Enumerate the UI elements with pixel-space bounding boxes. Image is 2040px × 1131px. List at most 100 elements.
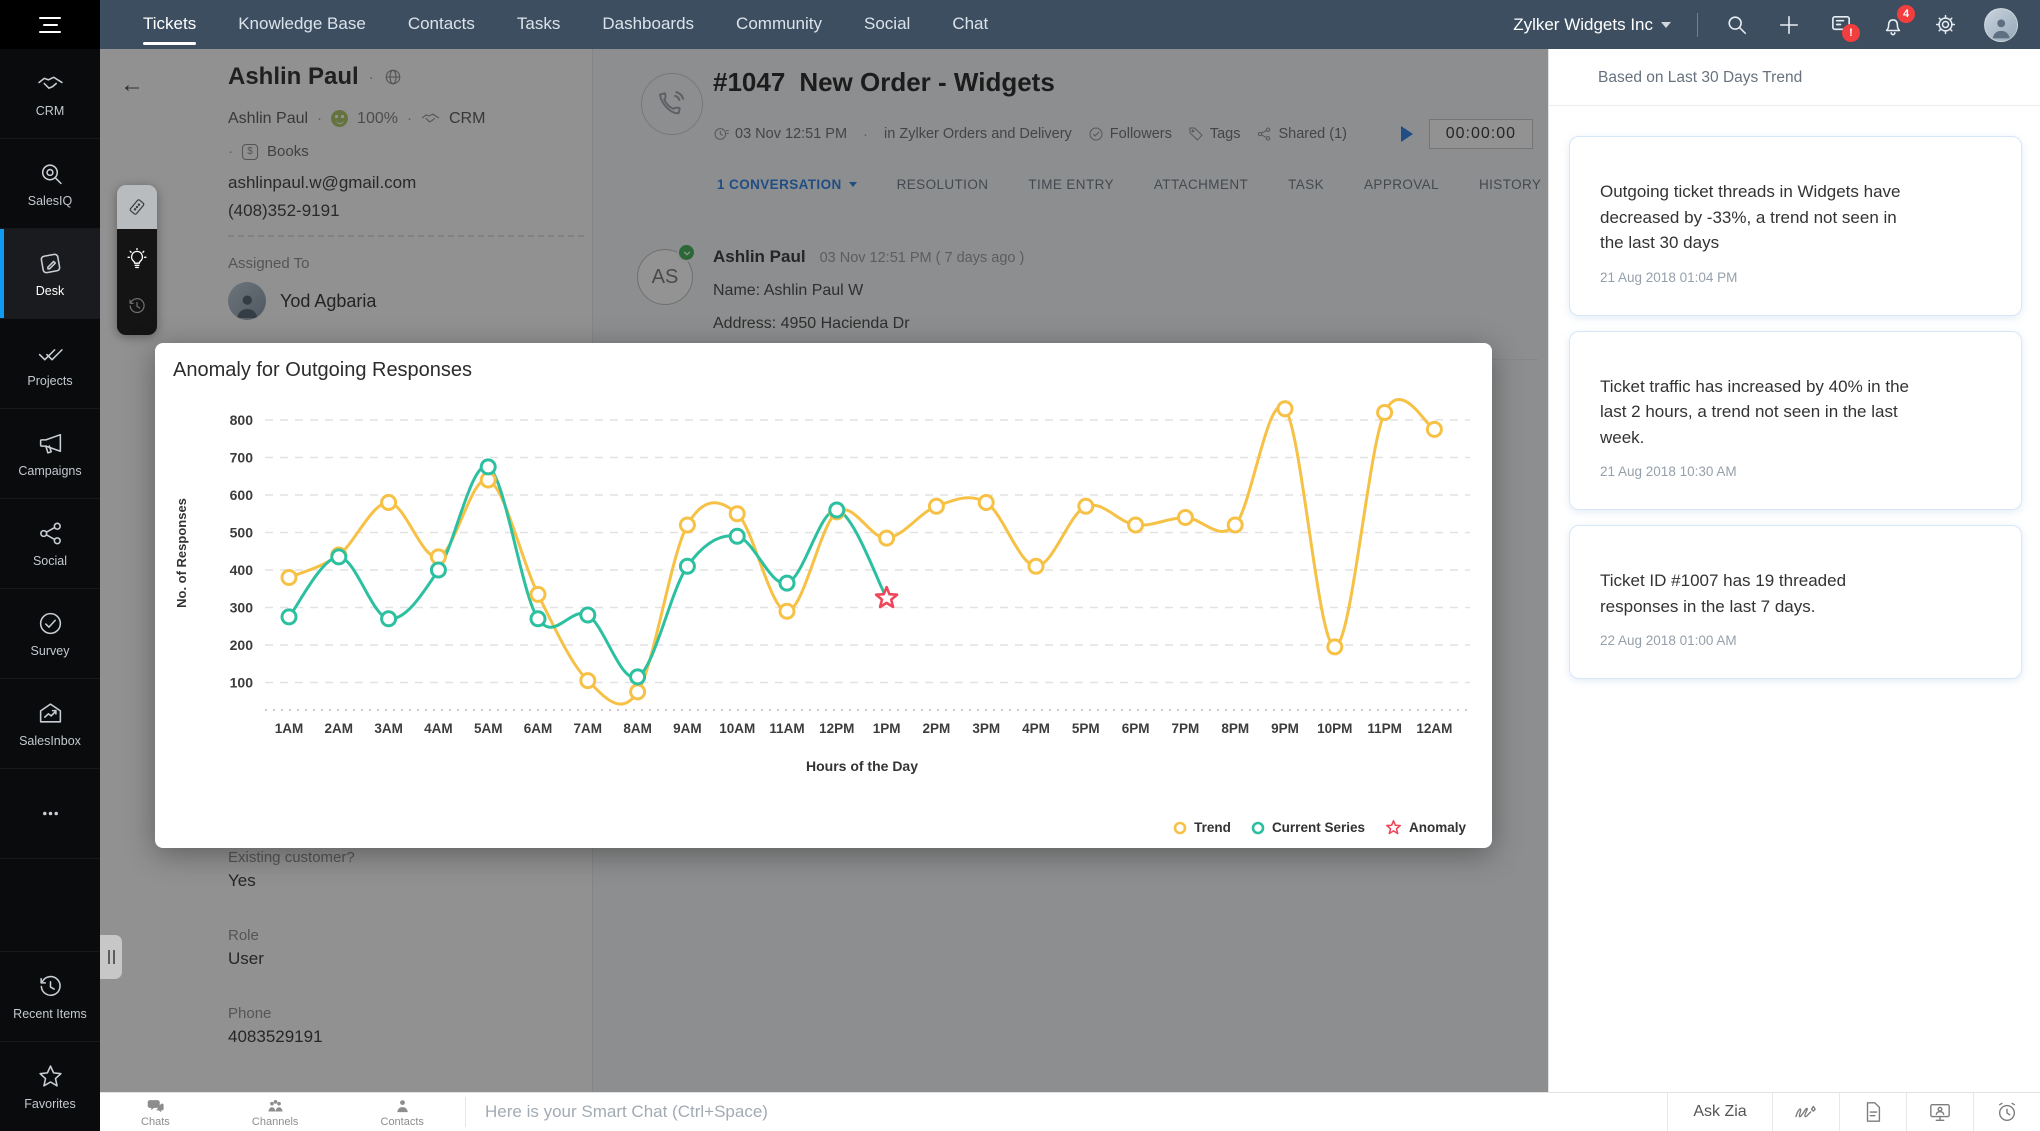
zia-sketch-button[interactable] (1772, 1093, 1839, 1131)
sidebar-item-survey[interactable]: Survey (0, 589, 100, 679)
svg-text:4PM: 4PM (1022, 721, 1050, 736)
panel-collapse-handle[interactable] (100, 935, 122, 979)
tab-attachment[interactable]: ATTACHMENT (1153, 177, 1249, 192)
ticket-peek-button[interactable] (117, 185, 157, 229)
history-icon (129, 297, 145, 313)
timer-play-button[interactable] (1400, 126, 1413, 142)
tab-time-entry[interactable]: TIME ENTRY (1028, 177, 1114, 192)
tab-history[interactable]: HISTORY (1479, 177, 1542, 192)
chat-shortcuts: Chats Channels Contacts (100, 1093, 465, 1131)
ticket-tabs: 1 CONVERSATION RESOLUTION TIME ENTRY ATTACH… (717, 177, 1598, 192)
ticket-queue[interactable]: in Zylker Orders and Delivery (884, 126, 1072, 142)
nav-item-tickets[interactable]: Tickets (122, 0, 217, 49)
sidebar-item-projects[interactable]: Projects (0, 319, 100, 409)
sidebar-item-social[interactable]: Social (0, 499, 100, 589)
svg-text:Hours of the Day: Hours of the Day (806, 758, 918, 774)
ticket-timer[interactable]: 00:00:00 (1428, 119, 1533, 149)
zia-history-button[interactable] (117, 282, 157, 329)
nav-item-contacts[interactable]: Contacts (407, 14, 475, 33)
tab-resolution[interactable]: RESOLUTION (896, 177, 989, 192)
tags-button[interactable]: Tags (1188, 126, 1240, 142)
org-name: Zylker Widgets Inc (1513, 14, 1653, 34)
card-timestamp: 21 Aug 2018 01:04 PM (1600, 269, 1738, 285)
nav-item-knowledge-base[interactable]: Knowledge Base (238, 14, 366, 33)
incoming-badge-icon (677, 243, 696, 262)
reminder-button[interactable] (1973, 1093, 2040, 1131)
notifications-button[interactable]: 4 (1880, 4, 1915, 38)
remote-assist-button[interactable] (1906, 1093, 1973, 1131)
nav-item-dashboards[interactable]: Dashboards (602, 14, 695, 33)
document-button[interactable] (1839, 1093, 1906, 1131)
bar-item-label: Contacts (380, 1116, 424, 1128)
followers-button[interactable]: Followers (1088, 126, 1172, 142)
nav-item-tasks[interactable]: Tasks (516, 14, 561, 33)
ask-zia-button[interactable]: Ask Zia (1667, 1093, 1772, 1131)
feedback-button[interactable]: ! (1828, 12, 1860, 42)
crm-link[interactable]: CRM (448, 109, 486, 127)
zia-insight-card-3[interactable]: Ticket ID #1007 has 19 threaded response… (1569, 525, 2022, 679)
chevron-down-icon (1661, 21, 1671, 28)
app-menu-button[interactable] (0, 0, 100, 49)
contact-subname[interactable]: Ashlin Paul (228, 109, 309, 127)
top-nav: Tickets Knowledge Base Contacts Tasks Dashbo… (0, 0, 2040, 49)
tag-icon (1189, 127, 1203, 141)
sidebar-item-label: Social (32, 553, 68, 568)
conversation-timestamp: 03 Nov 12:51 PM ( 7 days ago ) (819, 250, 1025, 266)
contacts-button[interactable]: Contacts (381, 1096, 424, 1128)
sidebar-item-label: SalesIQ (27, 193, 73, 208)
sidebar-item-favorites[interactable]: Favorites (0, 1041, 100, 1131)
channels-button[interactable]: Channels (252, 1096, 298, 1128)
nav-item-social[interactable]: Social (864, 14, 911, 33)
sidebar-item-salesinbox[interactable]: SalesInbox (0, 679, 100, 769)
back-button[interactable]: ← (120, 71, 144, 98)
contact-phone[interactable]: (408)352-9191 (228, 201, 340, 220)
legend-current-series[interactable]: Current Series (1251, 820, 1365, 835)
sidebar-item-salesiq[interactable]: SalesIQ (0, 139, 100, 229)
zia-insight-card-1[interactable]: Outgoing ticket threads in Widgets have … (1569, 136, 2022, 316)
zia-insights-button[interactable] (117, 235, 157, 282)
legend-trend[interactable]: Trend (1173, 820, 1231, 835)
books-link[interactable]: Books (267, 143, 309, 160)
svg-text:9AM: 9AM (673, 721, 702, 736)
anomaly-chart-modal: Anomaly for Outgoing Responses 800 700 600… (155, 343, 1492, 848)
sidebar-item-label: CRM (35, 103, 65, 118)
svg-text:1AM: 1AM (275, 721, 304, 736)
svg-text:11PM: 11PM (1367, 721, 1402, 736)
phone-icon (659, 91, 685, 115)
sidebar-item-campaigns[interactable]: Campaigns (0, 409, 100, 499)
tab-approval[interactable]: APPROVAL (1364, 177, 1439, 192)
legend-star-icon (1385, 819, 1401, 835)
sidebar-item-crm[interactable]: CRM (0, 49, 100, 139)
sidebar-item-more[interactable] (0, 769, 100, 859)
zia-insight-card-2[interactable]: Ticket traffic has increased by 40% in t… (1569, 330, 2022, 510)
settings-button[interactable] (1932, 12, 1958, 38)
sidebar-item-desk[interactable]: Desk (0, 229, 100, 319)
nav-item-chat[interactable]: Chat (952, 14, 989, 33)
sidebar-item-label: Favorites (24, 1096, 76, 1111)
nav-item-community[interactable]: Community (736, 14, 823, 33)
projects-icon (38, 348, 63, 361)
dashed-divider (228, 235, 584, 237)
svg-text:4AM: 4AM (424, 721, 453, 736)
contact-email[interactable]: ashlinpaul.w@gmail.com (228, 173, 417, 192)
desk-icon (40, 253, 60, 273)
document-icon (1866, 1102, 1881, 1122)
legend-anomaly[interactable]: Anomaly (1385, 819, 1466, 836)
search-button[interactable] (1724, 12, 1750, 38)
add-new-button[interactable] (1776, 12, 1802, 38)
sidebar-item-label: Desk (35, 283, 65, 298)
org-switcher[interactable]: Zylker Widgets Inc (1513, 15, 1671, 35)
app-sidebar: CRM SalesIQ Desk Projects Campaigns Social Sur… (0, 49, 100, 1131)
shared-button[interactable]: Shared (1) (1256, 126, 1347, 142)
assignee-row[interactable]: Yod Agbaria (228, 282, 376, 320)
chats-button[interactable]: Chats (141, 1096, 170, 1128)
notification-count-badge: 4 (1897, 4, 1915, 23)
user-avatar[interactable] (1984, 7, 2018, 42)
sidebar-item-recent-items[interactable]: Recent Items (0, 951, 100, 1041)
tab-1-conversation[interactable]: 1 CONVERSATION (717, 177, 857, 192)
crm-handshake-icon (421, 113, 440, 123)
smart-chat-input[interactable] (466, 1093, 1667, 1131)
tab-task[interactable]: TASK (1288, 177, 1325, 192)
globe-icon (385, 69, 400, 85)
phone-label: Phone (228, 1005, 272, 1022)
